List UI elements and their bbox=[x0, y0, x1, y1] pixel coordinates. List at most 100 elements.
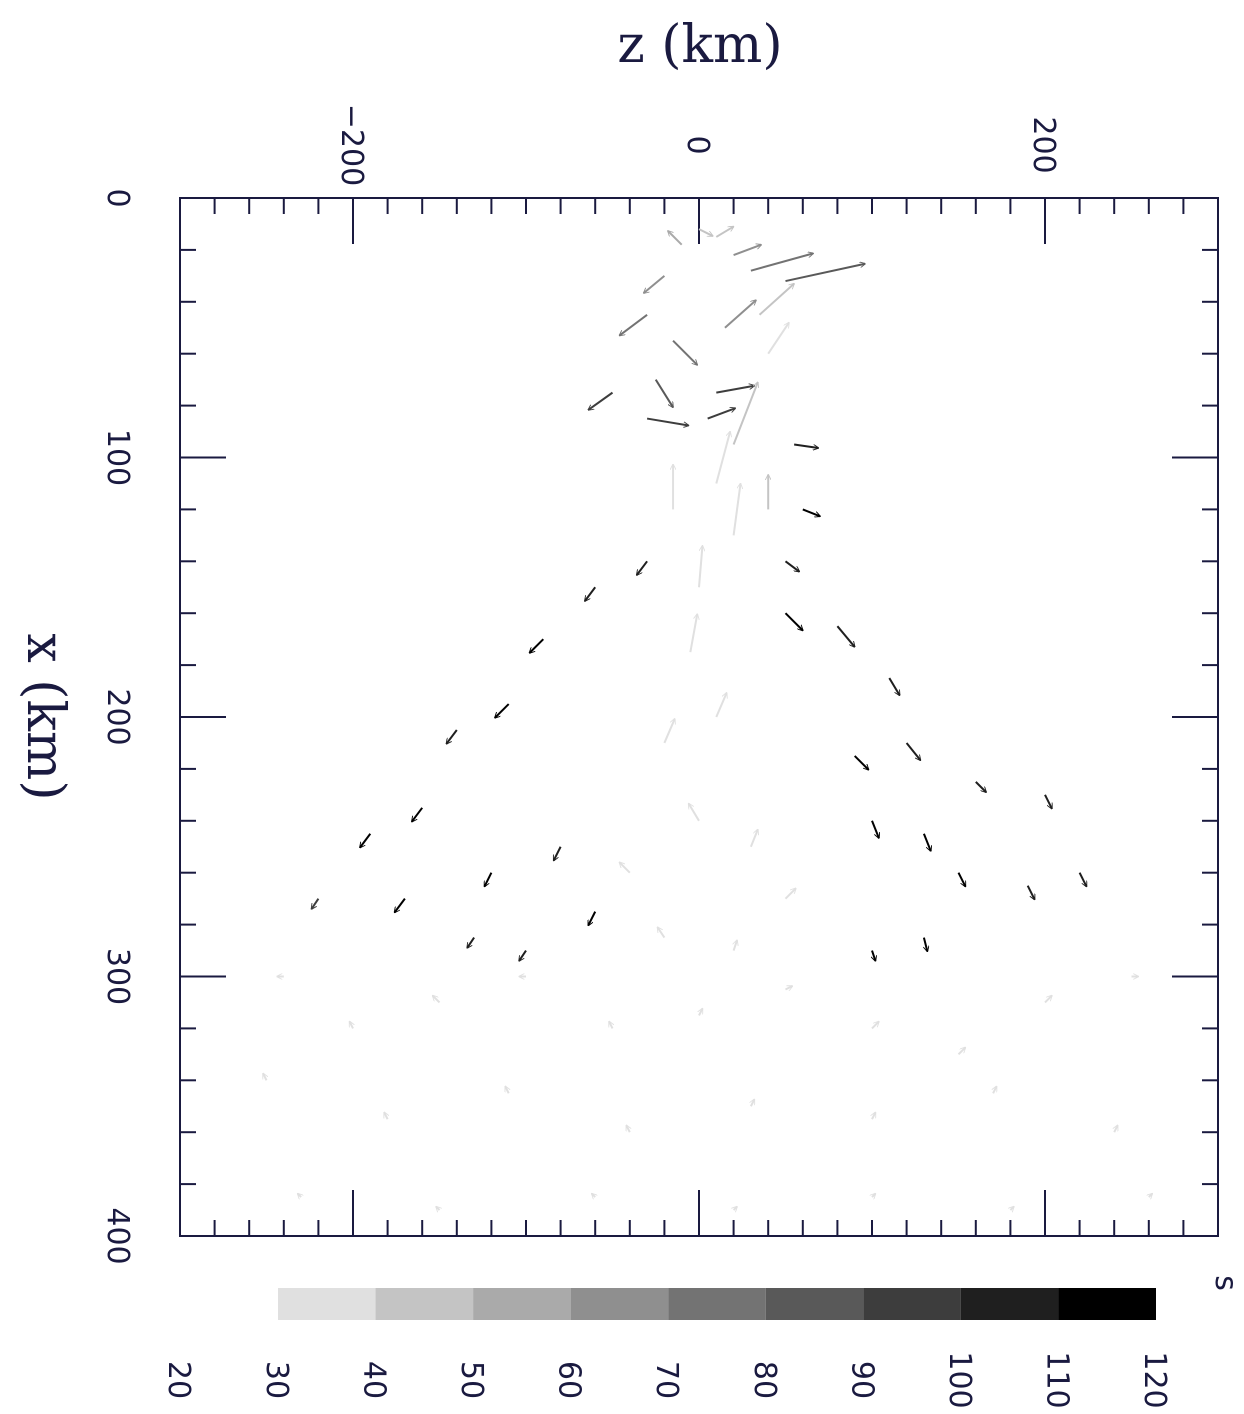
vector-arrow bbox=[383, 1112, 387, 1120]
vector-arrow bbox=[436, 1207, 439, 1210]
plot-frame bbox=[179, 197, 1219, 1237]
vector-arrow bbox=[1044, 794, 1053, 809]
vector-arrow bbox=[625, 1125, 629, 1133]
colorbar-tick-label: 70 bbox=[649, 1361, 684, 1399]
vector-arrow bbox=[654, 379, 673, 408]
vector-arrow bbox=[646, 417, 689, 426]
vector-arrow bbox=[872, 950, 875, 961]
vector-arrow bbox=[412, 807, 424, 822]
colorbar-tick-label: 50 bbox=[454, 1361, 489, 1399]
vector-arrow bbox=[732, 483, 741, 536]
colorbar-swatch bbox=[570, 1288, 669, 1320]
vector-arrow bbox=[588, 391, 614, 410]
vector-arrow bbox=[698, 546, 702, 588]
vector-arrow bbox=[395, 898, 406, 913]
vector-arrow bbox=[668, 231, 683, 246]
vector-arrow bbox=[871, 1021, 879, 1030]
vector-arrow bbox=[872, 1194, 875, 1197]
colorbar-tick-label: 40 bbox=[357, 1361, 392, 1399]
colorbar-swatch bbox=[960, 1288, 1059, 1320]
vector-arrow bbox=[734, 1207, 737, 1210]
x-tick-label: 300 bbox=[100, 948, 135, 1005]
vector-arrow bbox=[1026, 885, 1036, 900]
vector-arrow bbox=[784, 612, 803, 630]
x-axis-title: x (km) bbox=[15, 633, 75, 800]
z-tick-label: −200 bbox=[334, 104, 369, 186]
vector-arrow bbox=[446, 729, 458, 744]
vector-arrow bbox=[311, 898, 320, 909]
vector-arrow bbox=[836, 625, 854, 647]
vector-arrow bbox=[785, 985, 793, 989]
vector-arrow bbox=[872, 1112, 877, 1120]
vector-arrow bbox=[637, 560, 648, 575]
colorbar-swatch bbox=[473, 1288, 571, 1320]
colorbar-tick-label: 60 bbox=[552, 1361, 587, 1399]
vector-arrow bbox=[585, 586, 597, 601]
vector-arrow bbox=[888, 677, 901, 695]
vector-arrow bbox=[298, 1194, 301, 1197]
vector-arrow bbox=[483, 872, 493, 887]
vector-arrow bbox=[619, 862, 631, 874]
colorbar-tick-label: 20 bbox=[161, 1361, 196, 1399]
vector-arrow bbox=[993, 1086, 998, 1094]
z-tick-label: 200 bbox=[1026, 116, 1061, 173]
vector-arrow bbox=[785, 264, 866, 283]
vector-arrow bbox=[905, 742, 921, 760]
x-tick-label: 0 bbox=[100, 188, 135, 207]
vector-arrow bbox=[724, 300, 756, 329]
vector-arrow bbox=[853, 755, 869, 770]
vector-arrow bbox=[802, 508, 820, 516]
vector-arrow bbox=[957, 872, 967, 887]
vector-arrow bbox=[707, 408, 736, 420]
colorbar-unit-label: s bbox=[1208, 1275, 1243, 1291]
colorbar-swatch bbox=[375, 1288, 474, 1320]
vector-arrow bbox=[734, 940, 737, 951]
vector-arrow bbox=[348, 1021, 353, 1029]
vector-arrow bbox=[644, 275, 666, 293]
x-tick-label: 100 bbox=[100, 429, 135, 486]
vector-arrow bbox=[619, 313, 648, 336]
vector-arrow bbox=[1149, 1194, 1152, 1197]
z-axis-ticks: −200 0 200 bbox=[213, 104, 1185, 1236]
vector-arrow bbox=[733, 245, 762, 257]
vector-arrow bbox=[957, 1047, 966, 1056]
colorbar-tick-label: 90 bbox=[844, 1361, 879, 1399]
vector-arrow bbox=[715, 225, 733, 238]
vector-arrow bbox=[592, 1194, 595, 1197]
colorbar-tick-label: 110 bbox=[1039, 1351, 1074, 1408]
vector-arrow bbox=[784, 888, 796, 900]
vector-arrow bbox=[663, 719, 674, 744]
x-tick-label: 200 bbox=[100, 688, 135, 745]
colorbar: 20 30 40 50 60 70 80 90 100 110 120 bbox=[161, 1288, 1172, 1409]
vector-arrow bbox=[552, 846, 562, 861]
vector-arrow bbox=[504, 1086, 508, 1094]
z-tick-label: 0 bbox=[680, 135, 715, 154]
vector-arrow bbox=[750, 253, 813, 272]
colorbar-tick-label: 80 bbox=[747, 1361, 782, 1399]
colorbar-swatch bbox=[278, 1288, 376, 1320]
colorbar-tick-label: 100 bbox=[942, 1351, 977, 1408]
vector-arrow bbox=[529, 638, 545, 653]
vector-arrow bbox=[608, 1021, 612, 1029]
vector-arrow bbox=[975, 781, 986, 792]
vector-arrow bbox=[732, 382, 758, 445]
vector-arrow bbox=[495, 703, 510, 718]
vector-arrow bbox=[467, 937, 475, 948]
vector-arrow bbox=[689, 614, 697, 653]
vector-field bbox=[262, 225, 1152, 1211]
vector-arrow bbox=[262, 1073, 266, 1081]
colorbar-swatch bbox=[765, 1288, 864, 1320]
colorbar-tick-label: 30 bbox=[259, 1361, 294, 1399]
vector-arrow bbox=[699, 1009, 704, 1016]
vector-arrow bbox=[1044, 996, 1052, 1004]
vector-arrow bbox=[360, 833, 372, 848]
vector-arrow bbox=[784, 560, 800, 571]
vector-arrow bbox=[751, 1099, 756, 1107]
x-tick-label: 400 bbox=[100, 1207, 135, 1264]
colorbar-swatch bbox=[1058, 1288, 1156, 1320]
vector-arrow bbox=[433, 996, 441, 1004]
vector-arrow bbox=[657, 927, 666, 939]
colorbar-swatch bbox=[863, 1288, 961, 1320]
vector-arrow bbox=[1078, 872, 1088, 887]
